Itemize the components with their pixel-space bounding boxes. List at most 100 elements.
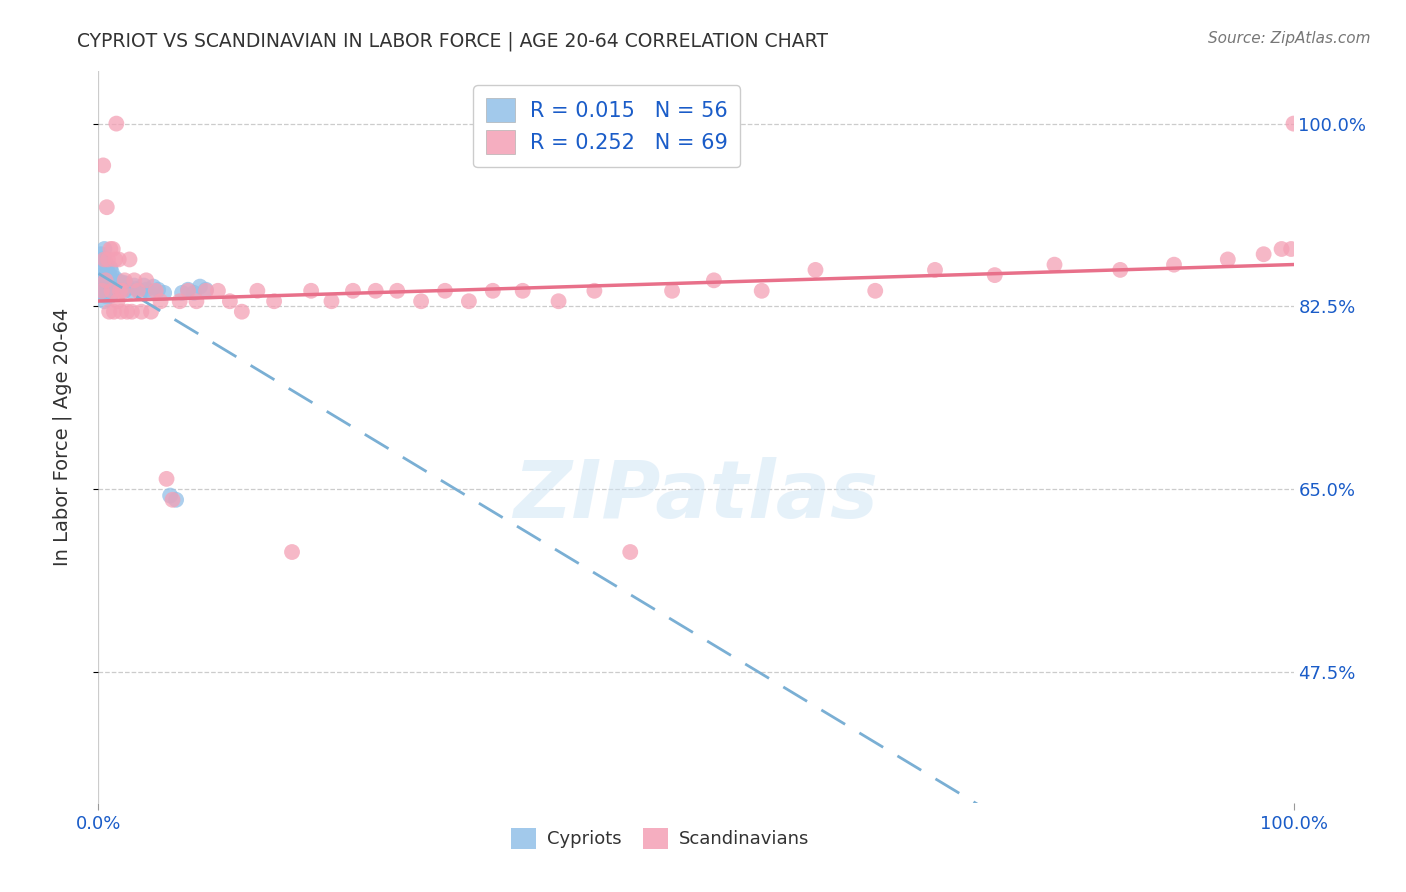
Point	[94, 273, 117, 287]
Point	[924, 263, 946, 277]
Point	[96, 278, 118, 293]
Point	[96, 200, 118, 214]
Point	[512, 284, 534, 298]
Point	[281, 545, 304, 559]
Point	[145, 284, 167, 298]
Point	[135, 273, 157, 287]
Point	[481, 284, 505, 298]
Point	[155, 472, 177, 486]
Legend: Cypriots, Scandinavians: Cypriots, Scandinavians	[503, 821, 817, 856]
Point	[111, 284, 134, 298]
Point	[97, 282, 120, 296]
Point	[91, 268, 114, 282]
Point	[661, 284, 683, 298]
Point	[125, 282, 148, 296]
Point	[165, 492, 187, 507]
Point	[132, 278, 155, 293]
Point	[93, 252, 115, 267]
Point	[93, 273, 115, 287]
Point	[105, 277, 128, 291]
Point	[149, 294, 172, 309]
Point	[1282, 117, 1305, 131]
Point	[183, 285, 205, 300]
Point	[195, 284, 218, 298]
Point	[120, 284, 142, 298]
Point	[139, 304, 162, 318]
Point	[96, 263, 118, 277]
Point	[115, 304, 138, 318]
Point	[177, 283, 200, 297]
Point	[101, 273, 124, 287]
Point	[98, 242, 122, 256]
Point	[90, 247, 112, 261]
Point	[177, 284, 200, 298]
Point	[148, 283, 170, 297]
Point	[1109, 263, 1132, 277]
Point	[619, 545, 641, 559]
Point	[172, 285, 194, 300]
Point	[100, 284, 122, 298]
Point	[98, 304, 121, 318]
Point	[169, 294, 191, 309]
Point	[127, 284, 149, 298]
Point	[94, 289, 117, 303]
Text: CYPRIOT VS SCANDINAVIAN IN LABOR FORCE | AGE 20-64 CORRELATION CHART: CYPRIOT VS SCANDINAVIAN IN LABOR FORCE |…	[77, 31, 828, 51]
Point	[98, 260, 122, 275]
Point	[94, 258, 117, 272]
Point	[1163, 258, 1185, 272]
Point	[1043, 258, 1066, 272]
Point	[1216, 252, 1239, 267]
Point	[91, 268, 114, 282]
Point	[108, 284, 131, 298]
Point	[751, 284, 773, 298]
Point	[104, 252, 127, 267]
Point	[121, 304, 143, 318]
Point	[246, 284, 269, 298]
Point	[364, 284, 387, 298]
Point	[93, 263, 115, 277]
Point	[91, 284, 114, 298]
Point	[108, 278, 131, 293]
Point	[263, 294, 285, 309]
Point	[107, 252, 129, 267]
Point	[458, 294, 481, 309]
Point	[91, 284, 114, 298]
Point	[91, 284, 114, 298]
Y-axis label: In Labor Force | Age 20-64: In Labor Force | Age 20-64	[52, 308, 72, 566]
Point	[195, 283, 218, 297]
Point	[110, 304, 132, 318]
Point	[162, 492, 184, 507]
Point	[547, 294, 569, 309]
Point	[98, 276, 122, 290]
Point	[114, 273, 136, 287]
Point	[101, 242, 124, 256]
Point	[142, 279, 165, 293]
Point	[98, 268, 121, 282]
Point	[124, 273, 146, 287]
Point	[93, 252, 115, 267]
Point	[111, 276, 134, 290]
Point	[107, 280, 129, 294]
Point	[115, 277, 138, 291]
Point	[124, 278, 146, 293]
Point	[112, 279, 135, 293]
Point	[1271, 242, 1294, 256]
Point	[94, 273, 117, 287]
Point	[98, 284, 121, 298]
Point	[804, 263, 827, 277]
Point	[117, 280, 139, 294]
Point	[139, 285, 162, 300]
Point	[97, 252, 120, 267]
Point	[135, 283, 157, 297]
Point	[984, 268, 1007, 282]
Text: Source: ZipAtlas.com: Source: ZipAtlas.com	[1208, 31, 1371, 46]
Point	[434, 284, 457, 298]
Point	[1253, 247, 1275, 261]
Point	[186, 294, 208, 309]
Point	[103, 304, 125, 318]
Point	[385, 284, 409, 298]
Point	[865, 284, 887, 298]
Point	[583, 284, 606, 298]
Point	[104, 271, 127, 285]
Point	[342, 284, 364, 298]
